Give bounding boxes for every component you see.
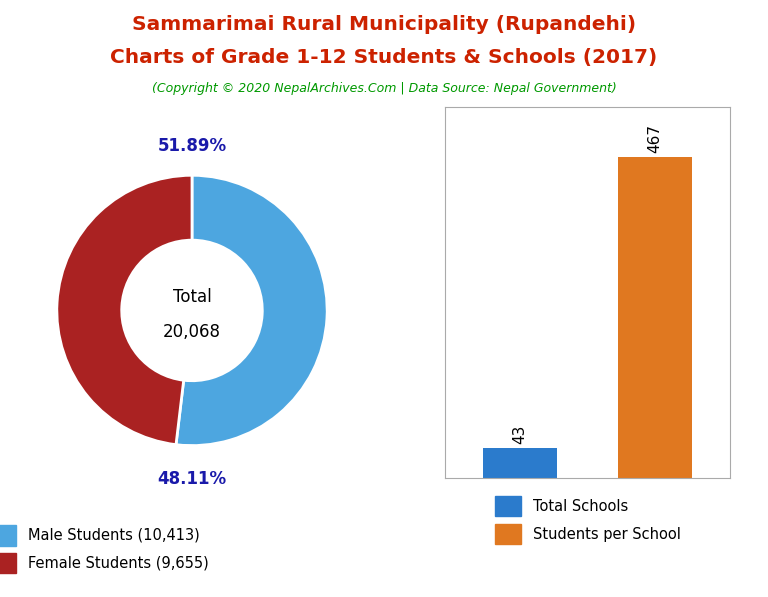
- Wedge shape: [57, 176, 192, 445]
- Bar: [482, 448, 557, 478]
- Wedge shape: [176, 176, 327, 445]
- Bar: [618, 158, 693, 478]
- Legend: Male Students (10,413), Female Students (9,655): Male Students (10,413), Female Students …: [0, 525, 208, 574]
- Text: 467: 467: [647, 124, 663, 153]
- Text: 51.89%: 51.89%: [157, 137, 227, 155]
- Text: Sammarimai Rural Municipality (Rupandehi): Sammarimai Rural Municipality (Rupandehi…: [132, 15, 636, 34]
- Text: 20,068: 20,068: [163, 323, 221, 341]
- Legend: Total Schools, Students per School: Total Schools, Students per School: [495, 496, 680, 544]
- Text: 48.11%: 48.11%: [157, 470, 227, 488]
- Text: Charts of Grade 1-12 Students & Schools (2017): Charts of Grade 1-12 Students & Schools …: [111, 48, 657, 67]
- Text: 43: 43: [512, 424, 528, 444]
- Text: Total: Total: [173, 288, 211, 306]
- Text: (Copyright © 2020 NepalArchives.Com | Data Source: Nepal Government): (Copyright © 2020 NepalArchives.Com | Da…: [151, 82, 617, 96]
